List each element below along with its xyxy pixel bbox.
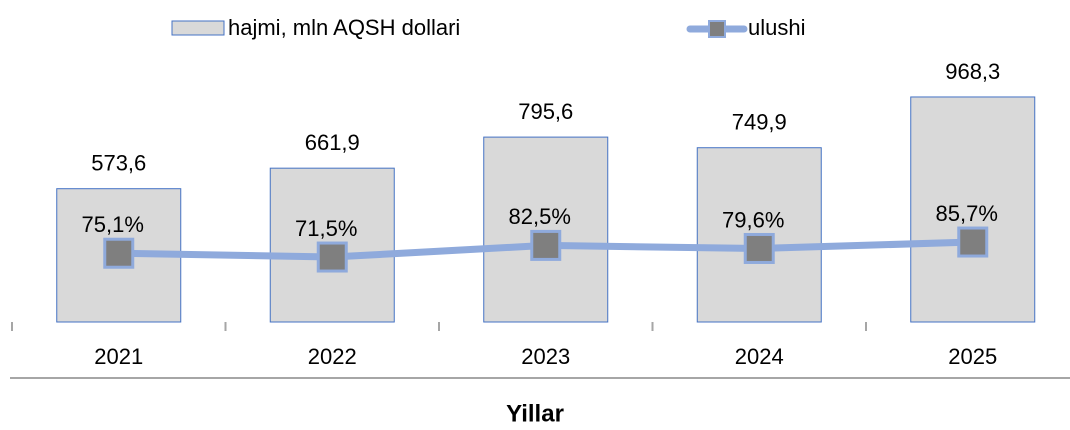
x-tick-label: 2022	[308, 344, 357, 369]
line-value-label: 82,5%	[509, 204, 571, 229]
x-tick-label: 2021	[94, 344, 143, 369]
line-value-label: 85,7%	[936, 201, 998, 226]
legend-label: ulushi	[748, 15, 805, 40]
line-marker	[957, 226, 989, 258]
x-tick-label: 2025	[948, 344, 997, 369]
line-marker	[743, 232, 775, 264]
line-marker	[316, 241, 348, 273]
legend-label: hajmi, mln AQSH dollari	[228, 15, 460, 40]
bar-value-label: 968,3	[945, 59, 1000, 84]
bar	[483, 136, 609, 323]
legend-swatch	[708, 20, 726, 38]
x-tick-label: 2023	[521, 344, 570, 369]
line-marker	[103, 237, 135, 269]
legend-swatch	[171, 20, 225, 36]
x-axis-title: Yillar	[506, 400, 564, 427]
bar	[910, 96, 1036, 323]
line-value-label: 71,5%	[295, 216, 357, 241]
line-marker	[530, 229, 562, 261]
bar-value-label: 749,9	[732, 110, 787, 135]
bar-value-label: 573,6	[91, 151, 146, 176]
line-value-label: 75,1%	[82, 212, 144, 237]
x-tick-label: 2024	[735, 344, 784, 369]
bar-value-label: 795,6	[518, 99, 573, 124]
bar-value-label: 661,9	[305, 130, 360, 155]
line-value-label: 79,6%	[722, 207, 784, 232]
